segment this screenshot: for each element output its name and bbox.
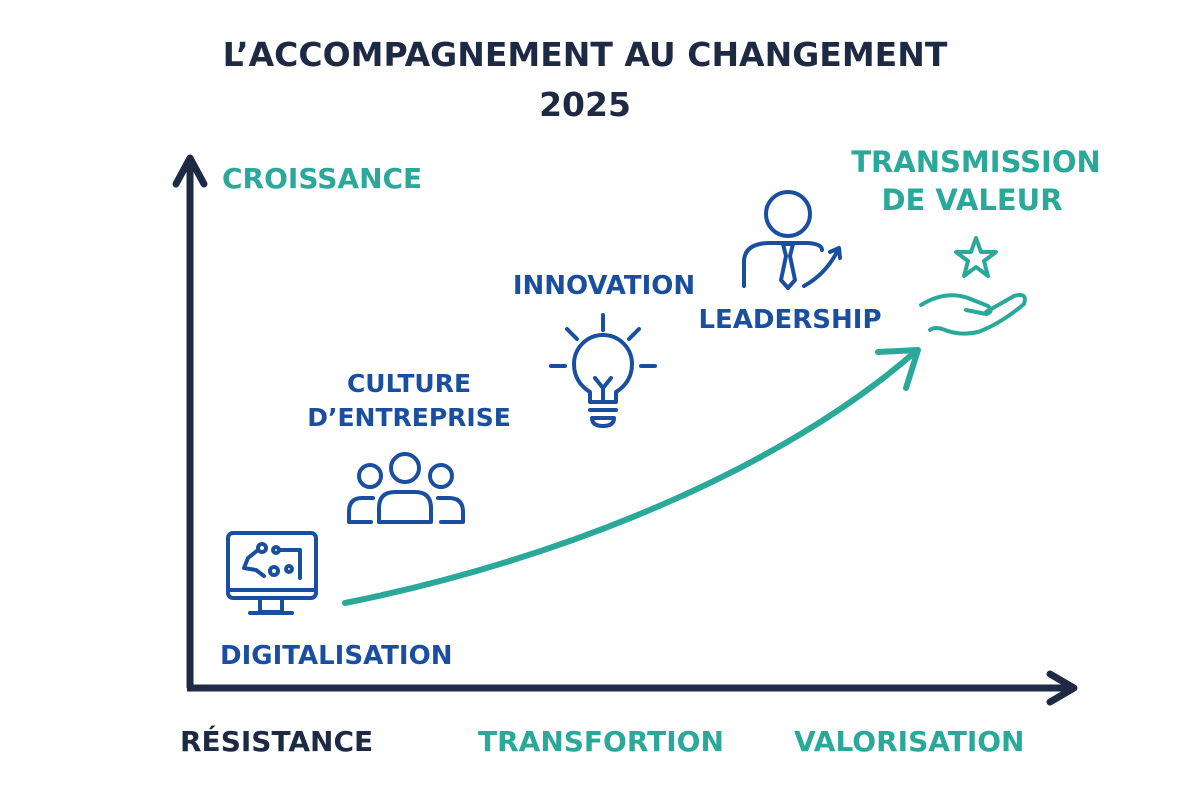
stage-innovation-label: INNOVATION [513, 271, 695, 301]
stage-leadership-label: LEADERSHIP [698, 305, 881, 335]
title-line2: 2025 [539, 85, 631, 124]
computer-circuit-icon [226, 531, 318, 615]
title-line1: L’ACCOMPAGNEMENT AU CHANGEMENT [223, 35, 948, 74]
growth-arrow [342, 347, 921, 606]
stage-transmission-label-line2: DE VALEUR [881, 183, 1062, 217]
x-label-resistance: RÉSISTANCE [180, 724, 373, 758]
lightbulb-icon [549, 313, 657, 428]
people-group-icon [347, 452, 465, 524]
x-axis [187, 670, 1078, 706]
hand-star-icon [919, 236, 1027, 336]
stage-culture-label-line2: D’ENTREPRISE [307, 403, 511, 432]
stage-culture-label-line1: CULTURE [347, 369, 471, 398]
x-label-valorisation: VALORISATION [794, 725, 1024, 758]
stage-transmission-label-line1: TRANSMISSION [851, 145, 1101, 179]
businessman-arrow-icon [742, 190, 842, 290]
x-label-transformation: TRANSFORTION [478, 725, 724, 758]
y-axis [172, 154, 208, 688]
stage-digitalisation-label: DIGITALISATION [220, 641, 452, 671]
y-axis-label: CROISSANCE [222, 162, 422, 195]
